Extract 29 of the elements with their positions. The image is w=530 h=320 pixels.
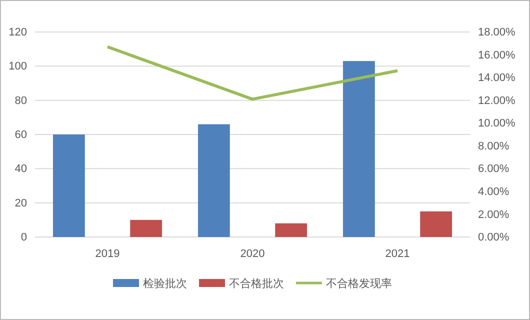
y-tick-label: 40	[14, 163, 27, 176]
legend-label: 不合格批次	[229, 277, 284, 290]
bar	[420, 211, 452, 237]
y-tick-label: 60	[14, 129, 27, 142]
y2-tick-label: 0.00%	[478, 232, 510, 244]
y2-tick-label: 8.00%	[478, 140, 510, 152]
y2-tick-label: 16.00%	[478, 49, 516, 62]
y2-tick-label: 18.00%	[478, 26, 516, 39]
x-tick-label: 2019	[95, 248, 120, 260]
y-tick-label: 0	[20, 232, 27, 244]
legend-label: 检验批次	[143, 277, 187, 290]
x-tick-label: 2021	[385, 248, 410, 260]
y2-tick-label: 4.00%	[478, 186, 510, 198]
bar	[342, 61, 375, 237]
y-tick-label: 100	[8, 60, 27, 73]
bar	[130, 220, 162, 237]
legend-label: 不合格发现率	[326, 277, 392, 290]
x-tick-label: 2020	[240, 248, 265, 260]
bar	[198, 124, 230, 237]
bar	[275, 223, 308, 237]
y2-tick-label: 12.00%	[478, 94, 516, 107]
bar	[52, 134, 85, 237]
y-tick-label: 120	[8, 26, 27, 39]
y-tick-label: 80	[14, 94, 27, 107]
y2-tick-label: 10.00%	[478, 118, 516, 130]
y2-tick-label: 14.00%	[478, 72, 516, 84]
y2-tick-label: 6.00%	[478, 163, 510, 176]
y2-tick-label: 2.00%	[478, 208, 510, 221]
y-tick-label: 20	[14, 197, 27, 210]
